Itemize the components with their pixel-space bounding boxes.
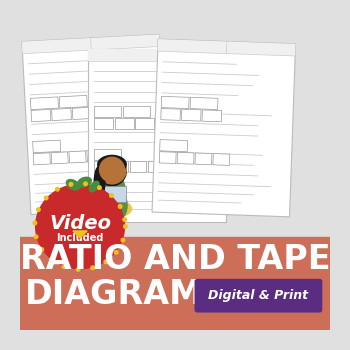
Circle shape	[91, 266, 94, 270]
Bar	[22, 34, 168, 215]
Circle shape	[84, 182, 87, 186]
Bar	[30, 97, 58, 110]
Bar	[59, 96, 87, 108]
Circle shape	[99, 157, 124, 182]
Bar	[33, 153, 50, 165]
Circle shape	[76, 268, 80, 271]
Circle shape	[44, 196, 48, 200]
Text: Video: Video	[49, 214, 111, 233]
Bar	[181, 109, 201, 121]
Circle shape	[56, 188, 59, 191]
Circle shape	[118, 205, 122, 208]
Bar	[152, 39, 295, 217]
Bar	[177, 152, 194, 164]
Circle shape	[62, 265, 66, 268]
Bar	[20, 237, 330, 330]
Polygon shape	[73, 231, 87, 238]
Circle shape	[50, 258, 53, 261]
Ellipse shape	[98, 157, 126, 186]
Circle shape	[123, 218, 126, 221]
Bar	[33, 140, 61, 153]
Text: Included: Included	[56, 233, 104, 243]
Ellipse shape	[85, 199, 132, 218]
Bar	[94, 161, 111, 172]
Circle shape	[110, 194, 113, 197]
Bar	[148, 161, 164, 172]
Bar	[94, 106, 121, 117]
Circle shape	[98, 186, 101, 189]
Bar	[161, 96, 189, 108]
Ellipse shape	[66, 180, 79, 190]
Bar	[20, 20, 330, 237]
Circle shape	[98, 155, 126, 184]
Ellipse shape	[36, 184, 124, 269]
Bar	[51, 152, 68, 164]
Bar	[202, 110, 222, 122]
Circle shape	[104, 260, 107, 264]
Circle shape	[121, 238, 125, 242]
Bar	[89, 49, 226, 222]
Circle shape	[33, 221, 37, 225]
Circle shape	[37, 208, 40, 211]
Bar	[31, 110, 51, 122]
Bar	[130, 161, 146, 172]
Bar	[195, 153, 212, 165]
Bar	[135, 118, 154, 129]
Ellipse shape	[115, 193, 127, 218]
Ellipse shape	[98, 155, 126, 173]
Circle shape	[124, 225, 127, 228]
Ellipse shape	[89, 181, 99, 192]
Text: Digital & Print: Digital & Print	[208, 289, 308, 302]
Bar	[161, 108, 180, 120]
Ellipse shape	[94, 166, 105, 198]
Bar	[94, 149, 121, 160]
Bar	[94, 118, 113, 129]
FancyBboxPatch shape	[195, 279, 322, 313]
Bar	[213, 154, 230, 166]
Bar	[69, 151, 86, 163]
Bar	[123, 106, 150, 117]
Circle shape	[34, 235, 38, 239]
Bar	[160, 140, 188, 152]
Bar	[87, 150, 104, 162]
Circle shape	[114, 251, 118, 254]
Bar	[190, 97, 218, 110]
Bar	[22, 34, 160, 54]
Bar	[112, 161, 128, 172]
Text: RATIO AND TAPE: RATIO AND TAPE	[20, 243, 330, 276]
Bar	[89, 49, 226, 61]
Text: DIAGRAMS: DIAGRAMS	[25, 278, 228, 311]
Bar	[114, 118, 134, 129]
Circle shape	[69, 183, 73, 186]
Bar	[102, 186, 126, 202]
Circle shape	[40, 248, 43, 251]
Ellipse shape	[95, 172, 125, 210]
Bar	[52, 108, 71, 121]
Ellipse shape	[78, 177, 91, 187]
Bar	[159, 152, 176, 163]
Bar	[72, 107, 92, 119]
Bar	[158, 39, 295, 56]
